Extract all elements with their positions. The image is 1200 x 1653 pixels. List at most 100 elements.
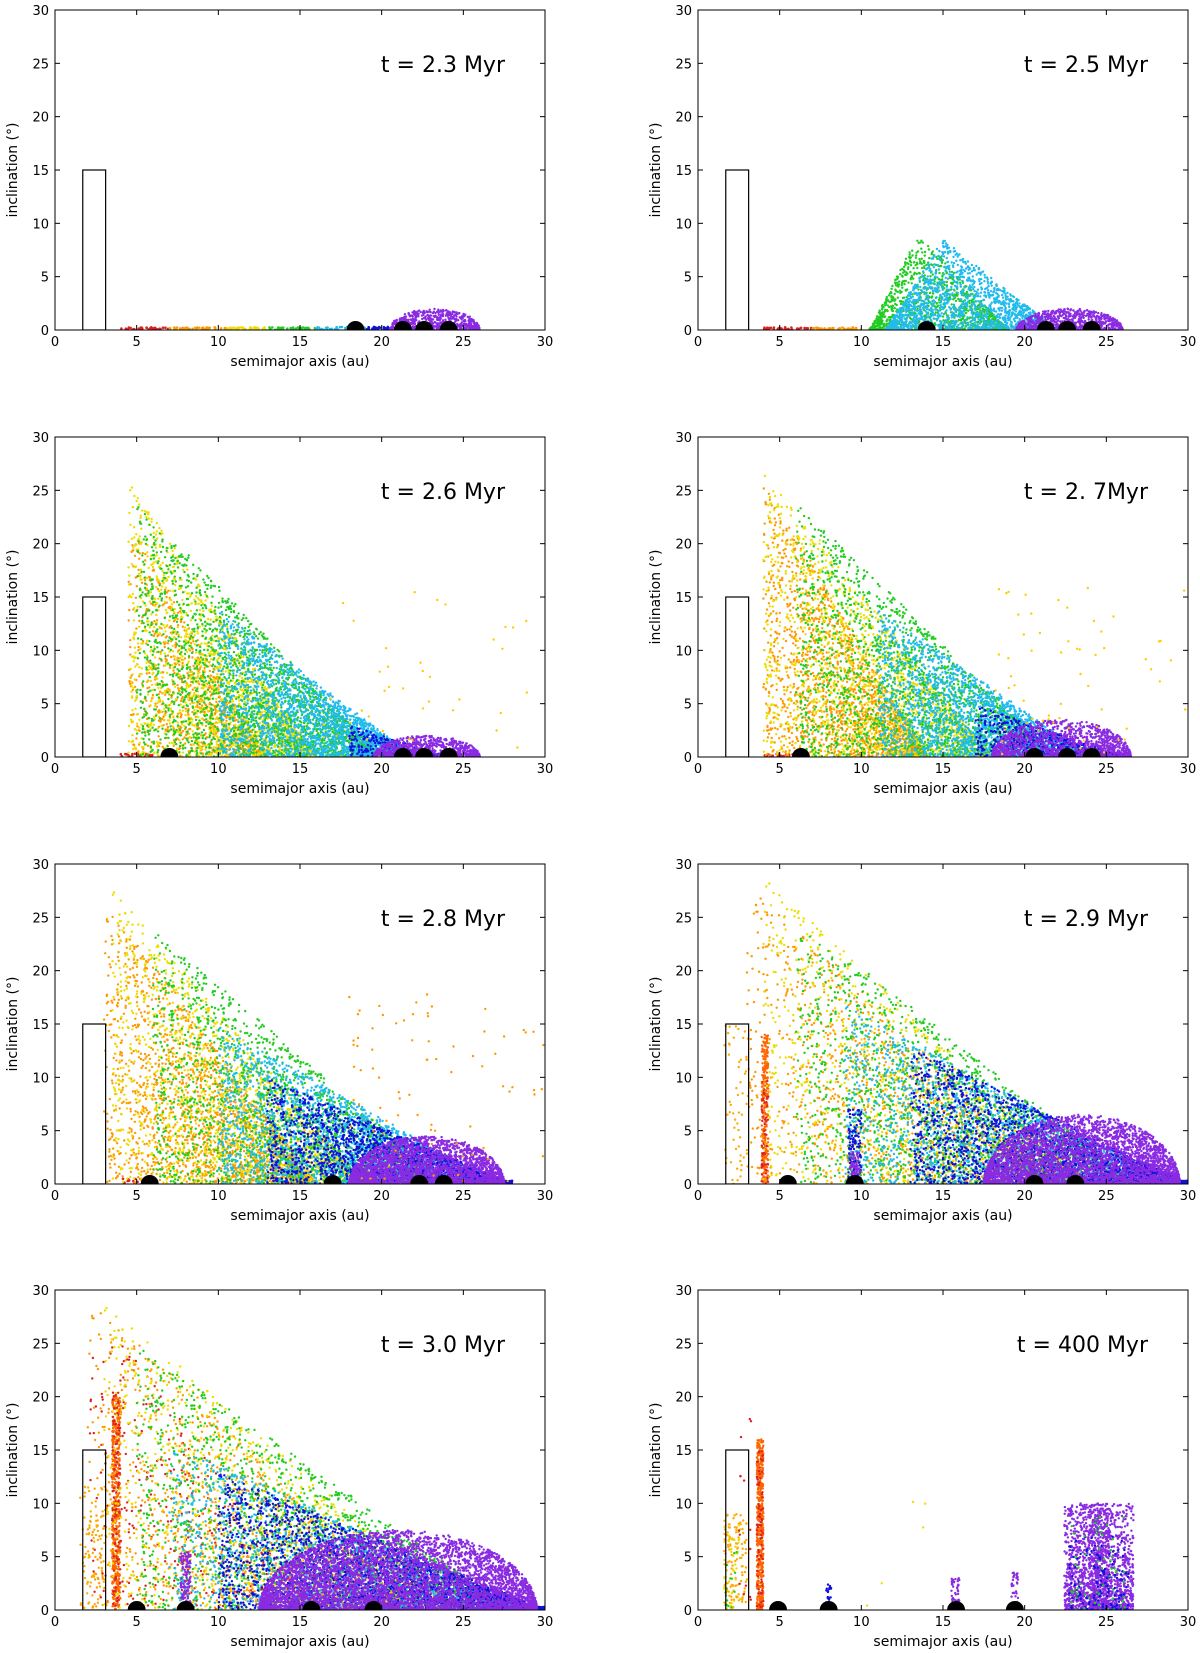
- particle: [937, 324, 939, 326]
- particle: [911, 275, 913, 277]
- particle: [966, 291, 968, 293]
- particle: [880, 313, 882, 315]
- particle: [930, 271, 932, 273]
- particle: [909, 317, 911, 319]
- particle: [927, 297, 929, 299]
- particle: [995, 297, 997, 299]
- particle: [947, 251, 949, 253]
- particle: [989, 294, 991, 296]
- particle: [900, 307, 902, 309]
- particle: [790, 326, 793, 329]
- particle: [980, 278, 982, 280]
- particle: [903, 283, 905, 285]
- particle: [946, 286, 948, 288]
- particle: [986, 311, 988, 313]
- particle: [965, 296, 967, 298]
- particle: [1018, 302, 1020, 304]
- particle: [948, 318, 950, 320]
- particle: [959, 298, 961, 300]
- particle: [1078, 318, 1080, 320]
- particle: [979, 322, 981, 324]
- particle: [1062, 311, 1064, 313]
- particle: [955, 308, 957, 310]
- particle: [888, 319, 890, 321]
- particle: [968, 286, 970, 288]
- particle: [914, 284, 916, 286]
- particle: [409, 322, 411, 324]
- particle: [1103, 318, 1105, 320]
- particle: [916, 306, 918, 308]
- particle: [1013, 313, 1015, 315]
- particle: [956, 315, 958, 317]
- particle: [904, 301, 906, 303]
- particle: [983, 321, 985, 323]
- particle: [959, 276, 961, 278]
- particle: [973, 267, 975, 269]
- particle: [1004, 321, 1006, 323]
- particle: [952, 315, 954, 317]
- particle: [908, 251, 910, 253]
- particle: [913, 314, 915, 316]
- particle: [464, 319, 466, 321]
- particle: [899, 273, 901, 275]
- particle: [935, 311, 937, 313]
- particle: [190, 744, 192, 746]
- y-tick-label: 10: [32, 217, 49, 232]
- particle: [942, 319, 944, 321]
- particle: [1080, 318, 1082, 320]
- particle: [937, 264, 939, 266]
- particle: [915, 286, 917, 288]
- particle: [989, 303, 991, 305]
- particle: [948, 289, 950, 291]
- particle: [954, 285, 956, 287]
- particle: [890, 316, 892, 318]
- particle: [1017, 299, 1019, 301]
- particle: [919, 286, 921, 288]
- particle: [956, 287, 958, 289]
- particle: [1001, 294, 1003, 296]
- particle: [919, 279, 921, 281]
- particle: [920, 303, 922, 305]
- particle: [238, 327, 241, 330]
- particle: [953, 250, 955, 252]
- particle: [891, 285, 893, 287]
- particle: [305, 327, 308, 330]
- particle: [429, 309, 431, 311]
- particle: [965, 312, 967, 314]
- particle: [981, 288, 983, 290]
- particle: [154, 703, 156, 705]
- particle: [392, 322, 394, 324]
- particle: [910, 291, 912, 293]
- particle: [326, 326, 329, 329]
- particle: [926, 295, 928, 297]
- particle: [393, 320, 395, 322]
- particle: [951, 311, 953, 313]
- particle: [981, 310, 983, 312]
- particle: [915, 299, 917, 301]
- particle: [1008, 303, 1010, 305]
- particle: [907, 327, 909, 329]
- particle: [925, 305, 927, 307]
- particle: [472, 320, 474, 322]
- particle: [970, 320, 972, 322]
- particle: [1000, 321, 1002, 323]
- particle: [885, 327, 887, 329]
- x-tick-label: 15: [292, 335, 309, 350]
- particle: [918, 258, 920, 260]
- particle: [1031, 315, 1033, 317]
- particle: [955, 260, 957, 262]
- particle: [977, 289, 979, 291]
- particle: [943, 246, 945, 248]
- particle: [888, 316, 890, 318]
- particle: [446, 313, 448, 315]
- particle: [906, 262, 908, 264]
- particle: [1038, 316, 1040, 318]
- particle: [129, 677, 131, 679]
- particle: [975, 327, 977, 329]
- particle: [916, 284, 918, 286]
- particle: [993, 297, 995, 299]
- particle: [919, 241, 921, 243]
- particle: [999, 317, 1001, 319]
- particle: [949, 298, 951, 300]
